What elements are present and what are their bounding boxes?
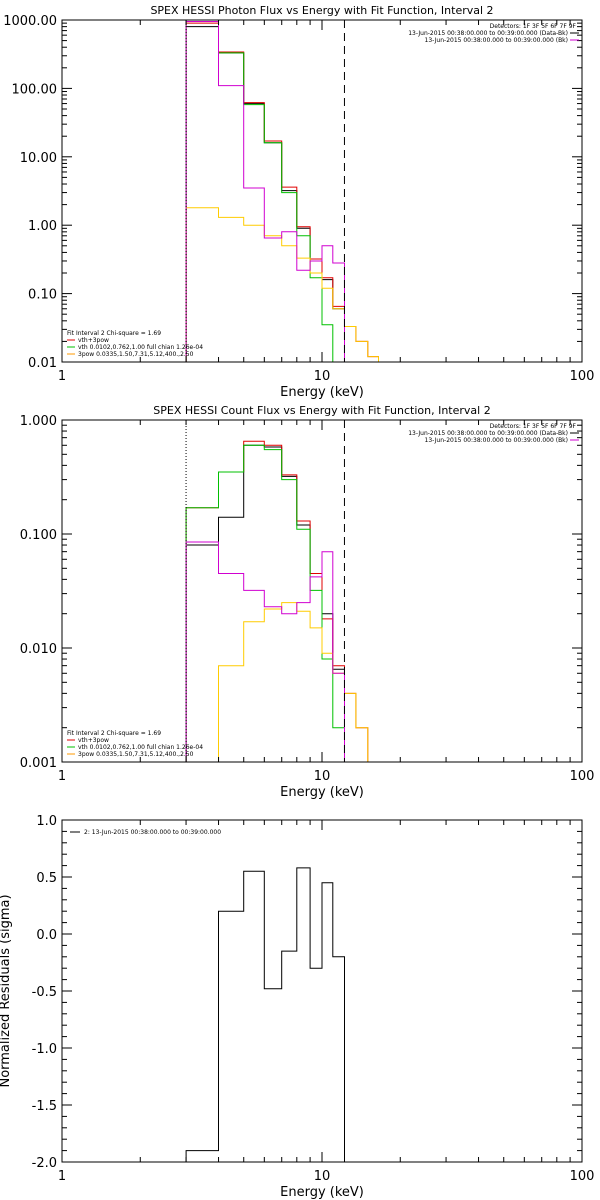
y-axis: 0.001 0.010 0.100 1.000 [20,414,582,771]
series-line [185,20,345,362]
legend-entry: 13-Jun-2015 00:38:00.000 to 00:39:00.000… [408,430,568,437]
series-unnamed-0 [185,444,345,762]
series-vth+3pow [185,440,379,762]
legend-top: Detectors: 1F 3F 5F 6F 7F 9F13-Jun-2015 … [408,23,579,44]
axes-frame [61,819,583,1163]
chart-title: SPEX HESSI Photon Flux vs Energy with Fi… [150,4,493,17]
x-tick-label: 10 [314,769,331,784]
legend-entry: vth 0.0102,0.762,1.00 full chian 1.26e-0… [78,344,203,351]
series-unnamed-0 [185,26,345,362]
x-axis: 1 10 100 [58,820,595,1184]
series-3pow [186,602,379,762]
y-tick-label: 0.5 [36,871,57,886]
y-tick-label: 1.00 [28,219,57,234]
x-tick-label: 100 [570,769,595,784]
legend-entry: 3pow 0.0335,1.50,7.31,5.12,400.,2.50 [78,751,194,758]
x-tick-label: 10 [314,1169,331,1184]
series-line [185,444,345,762]
plot-area [185,440,379,762]
y-tick-label: -1.5 [32,1099,57,1114]
y-tick-label: 0.10 [28,288,57,303]
series-line [185,21,345,362]
series-unnamed-4 [185,541,345,762]
y-axis: 0.01 0.10 1.00 10.00 100.00 1000.00 [3,14,582,371]
legend-entry: Fit Interval 2 Chi-square = 1.69 [67,730,161,737]
legend-entry: vth 0.0102,0.762,1.00 full chian 1.26e-0… [78,744,203,751]
y-axis: -2.0 -1.5 -1.0 -0.5 0.0 0.5 1.0 [32,814,582,1171]
legend-entry: 3pow 0.0335,1.50,7.31,5.12,400.,2.50 [78,351,194,358]
series-line [185,207,389,362]
y-tick-label: -0.5 [32,985,57,1000]
x-axis-label: Energy (keV) [280,385,364,400]
y-tick-label: 1.0 [36,814,57,829]
legend-entry: 2: 13-Jun-2015 00:38:00.000 to 00:39:00.… [84,829,221,836]
legend-entry: Detectors: 1F 3F 5F 6F 7F 9F [490,23,577,30]
plot-area [185,20,389,362]
legend-entry: 13-Jun-2015 00:38:00.000 to 00:39:00.000… [425,37,568,44]
series-unnamed-0 [185,867,345,1162]
x-axis-label: Energy (keV) [280,1185,364,1200]
legend-bottom: Fit Interval 2 Chi-square = 1.69vth+3pow… [67,330,203,358]
legend-entry: 13-Jun-2015 00:38:00.000 to 00:39:00.000… [425,437,568,444]
plot-area [185,867,345,1162]
x-tick-label: 100 [570,1169,595,1184]
series-line [185,541,345,762]
x-tick-label: 100 [570,369,595,384]
legend-top: Detectors: 1F 3F 5F 6F 7F 9F13-Jun-2015 … [408,423,579,444]
x-axis-label: Energy (keV) [280,785,364,800]
y-tick-label: 10.00 [20,151,57,166]
x-tick-label: 10 [314,369,331,384]
x-axis: 1 10 100 [58,420,595,784]
y-tick-label: 0.100 [20,528,57,543]
y-tick-label: -2.0 [32,1156,57,1171]
x-axis: 1 10 100 [58,20,595,384]
y-tick-label: 0.010 [20,642,57,657]
legend-entry: Detectors: 1F 3F 5F 6F 7F 9F [490,423,577,430]
y-tick-label: 0.001 [20,756,57,771]
x-tick-label: 1 [58,369,66,384]
legend-entry: 13-Jun-2015 00:38:00.000 to 00:39:00.000… [408,30,568,37]
legend-bottom: Fit Interval 2 Chi-square = 1.69vth+3pow… [67,730,203,758]
series-3pow [185,207,389,362]
y-tick-label: 0.0 [36,928,57,943]
chart-1: SPEX HESSI Photon Flux vs Energy with Fi… [3,4,594,400]
series-line [185,444,345,762]
y-tick-label: -1.0 [32,1042,57,1057]
legend-entry: vth+3pow [78,737,109,744]
series-vth [185,444,345,762]
y-tick-label: 100.00 [12,82,58,97]
y-tick-label: 1000.00 [3,14,57,29]
series-line [185,440,379,762]
chart-2: SPEX HESSI Count Flux vs Energy with Fit… [20,404,595,800]
series-line [185,26,345,362]
x-tick-label: 1 [58,769,66,784]
series-vth [185,20,345,362]
chart-3: 1 10 100 Energy (keV) -2.0 -1.5 -1.0 -0.5 0.0 0.5… [0,814,594,1200]
legend-entry: Fit Interval 2 Chi-square = 1.69 [67,330,161,337]
series-unnamed-4 [185,21,345,362]
legend-entry: vth+3pow [78,337,109,344]
legend-top: 2: 13-Jun-2015 00:38:00.000 to 00:39:00.… [70,829,221,836]
y-tick-label: 1.000 [20,414,57,429]
y-tick-label: 0.01 [28,356,57,371]
y-axis-label: Normalized Residuals (sigma) [0,894,13,1087]
x-tick-label: 1 [58,1169,66,1184]
series-line [186,602,379,762]
chart-title: SPEX HESSI Count Flux vs Energy with Fit… [153,404,490,417]
series-line [185,867,345,1162]
